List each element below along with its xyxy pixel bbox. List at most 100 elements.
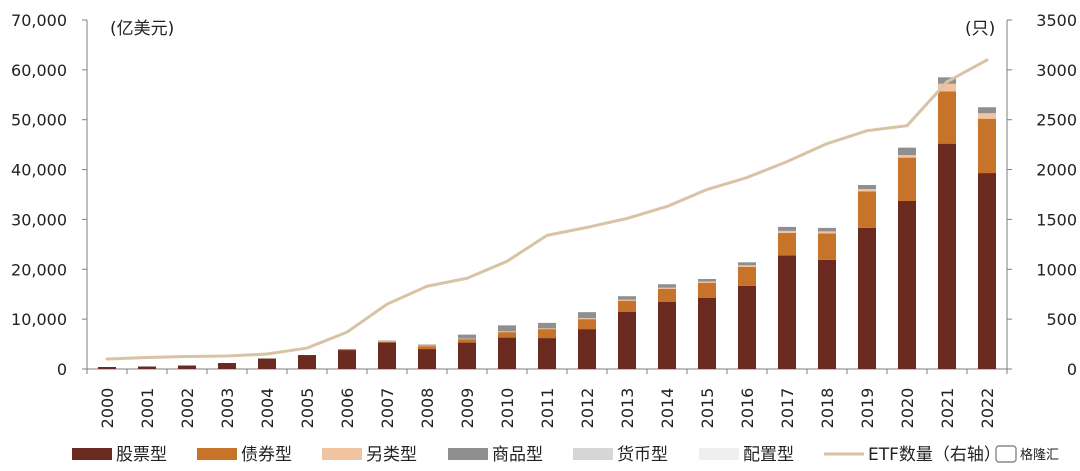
x-tick-label: 2015	[698, 388, 717, 429]
x-tick-label: 2007	[378, 388, 397, 429]
bar-segment	[858, 191, 876, 228]
legend-swatch	[72, 448, 112, 460]
bar-segment	[298, 355, 316, 369]
bar-segment	[738, 262, 756, 266]
x-tick-label: 2009	[458, 388, 477, 429]
x-tick-label: 2017	[778, 388, 797, 429]
bar-segment	[458, 339, 476, 343]
bar-segment	[778, 230, 796, 233]
left-tick-label: 10,000	[11, 310, 67, 329]
bar-segment	[738, 265, 756, 267]
bar-segment	[978, 107, 996, 114]
bar-segment	[658, 287, 676, 289]
bar-segment	[898, 157, 916, 201]
bar-segment	[98, 367, 116, 369]
bar-segment	[658, 284, 676, 288]
x-tick-label: 2000	[98, 388, 117, 429]
legend-swatch	[573, 448, 613, 460]
legend-label: 债券型	[241, 445, 292, 465]
bar-segment	[698, 281, 716, 283]
bar-segment	[578, 319, 596, 330]
bar-segment	[698, 297, 716, 369]
bar-segment	[578, 318, 596, 320]
bar-segment	[658, 301, 676, 369]
bar-segment	[938, 91, 956, 144]
left-tick-label: 40,000	[11, 161, 67, 180]
legend-swatch	[699, 448, 739, 460]
bar-segment	[378, 341, 396, 343]
bar-segment	[818, 227, 836, 232]
bar-segment	[218, 363, 236, 369]
bar-segment	[818, 231, 836, 234]
bar-segment	[378, 342, 396, 369]
bar-segment	[778, 232, 796, 256]
bar-segment	[538, 338, 556, 369]
bar-segment	[258, 358, 276, 369]
bar-segment	[898, 147, 916, 156]
left-tick-label: 60,000	[11, 61, 67, 80]
bar-segment	[818, 259, 836, 369]
legend: 股票型 债券型 另类型 商品型 货币型 配置型 ETF数量（右轴）	[72, 445, 1001, 465]
bar-segment	[498, 331, 516, 333]
bar-segment	[618, 300, 636, 312]
right-tick-label: 1000	[1036, 260, 1077, 279]
left-tick-label: 70,000	[11, 11, 67, 30]
right-tick-label: 1500	[1036, 210, 1077, 229]
x-tick-label: 2012	[578, 388, 597, 429]
bar-segment	[418, 345, 436, 347]
bar-segment	[778, 255, 796, 369]
legend-label: 货币型	[617, 445, 668, 465]
watermark-logo: 格隆汇	[995, 445, 1059, 463]
bar-segment	[378, 341, 396, 342]
bar-segment	[738, 266, 756, 286]
bar-segment	[538, 328, 556, 330]
right-tick-label: 3000	[1036, 61, 1077, 80]
right-tick-label: 500	[1046, 310, 1077, 329]
x-tick-label: 2001	[138, 388, 157, 429]
bar-segment	[858, 185, 876, 190]
x-tick-label: 2010	[498, 388, 517, 429]
bar-segment	[618, 299, 636, 301]
x-tick-label: 2014	[658, 388, 677, 429]
right-tick-label: 2000	[1036, 161, 1077, 180]
left-tick-label: 20,000	[11, 260, 67, 279]
bar-segment	[698, 282, 716, 298]
bar-segment	[978, 113, 996, 119]
left-axis-unit: (亿美元)	[110, 19, 174, 39]
bar-segment	[898, 155, 916, 158]
bar-segment	[698, 279, 716, 282]
legend-label: ETF数量（右轴）	[868, 445, 1001, 465]
bar-segment	[938, 143, 956, 369]
left-tick-label: 30,000	[11, 210, 67, 229]
right-tick-label: 0	[1067, 360, 1077, 379]
bar-segment	[538, 329, 556, 339]
bar-segment	[418, 346, 436, 350]
legend-label: 股票型	[116, 445, 167, 465]
legend-swatch	[322, 448, 362, 460]
bar-segment	[738, 285, 756, 369]
x-tick-label: 2013	[618, 388, 637, 429]
right-tick-label: 2500	[1036, 111, 1077, 130]
bar-segment	[498, 332, 516, 338]
legend-swatch	[448, 448, 488, 460]
x-tick-label: 2008	[418, 388, 437, 429]
bar-segment	[658, 288, 676, 302]
x-tick-label: 2022	[978, 388, 997, 429]
legend-label: 商品型	[492, 445, 543, 465]
etf-count-line-path	[105, 58, 989, 361]
x-tick-label: 2005	[298, 388, 317, 429]
bar-segment	[378, 340, 396, 342]
x-tick-label: 2020	[898, 388, 917, 429]
axes: 0 0 10,000 500 20,000 1000 30,000 1500 40,000 200…	[11, 11, 1077, 379]
etf-count-line	[105, 58, 989, 361]
bar-segment	[978, 118, 996, 174]
bar-segment	[578, 312, 596, 319]
x-tick-label: 2011	[538, 388, 557, 429]
bar-segment	[978, 173, 996, 369]
bar-segment	[938, 83, 956, 92]
x-tick-label: 2002	[178, 388, 197, 429]
x-tick-label: 2003	[218, 388, 237, 429]
bar-segment	[338, 349, 356, 350]
bar-segment	[578, 329, 596, 369]
